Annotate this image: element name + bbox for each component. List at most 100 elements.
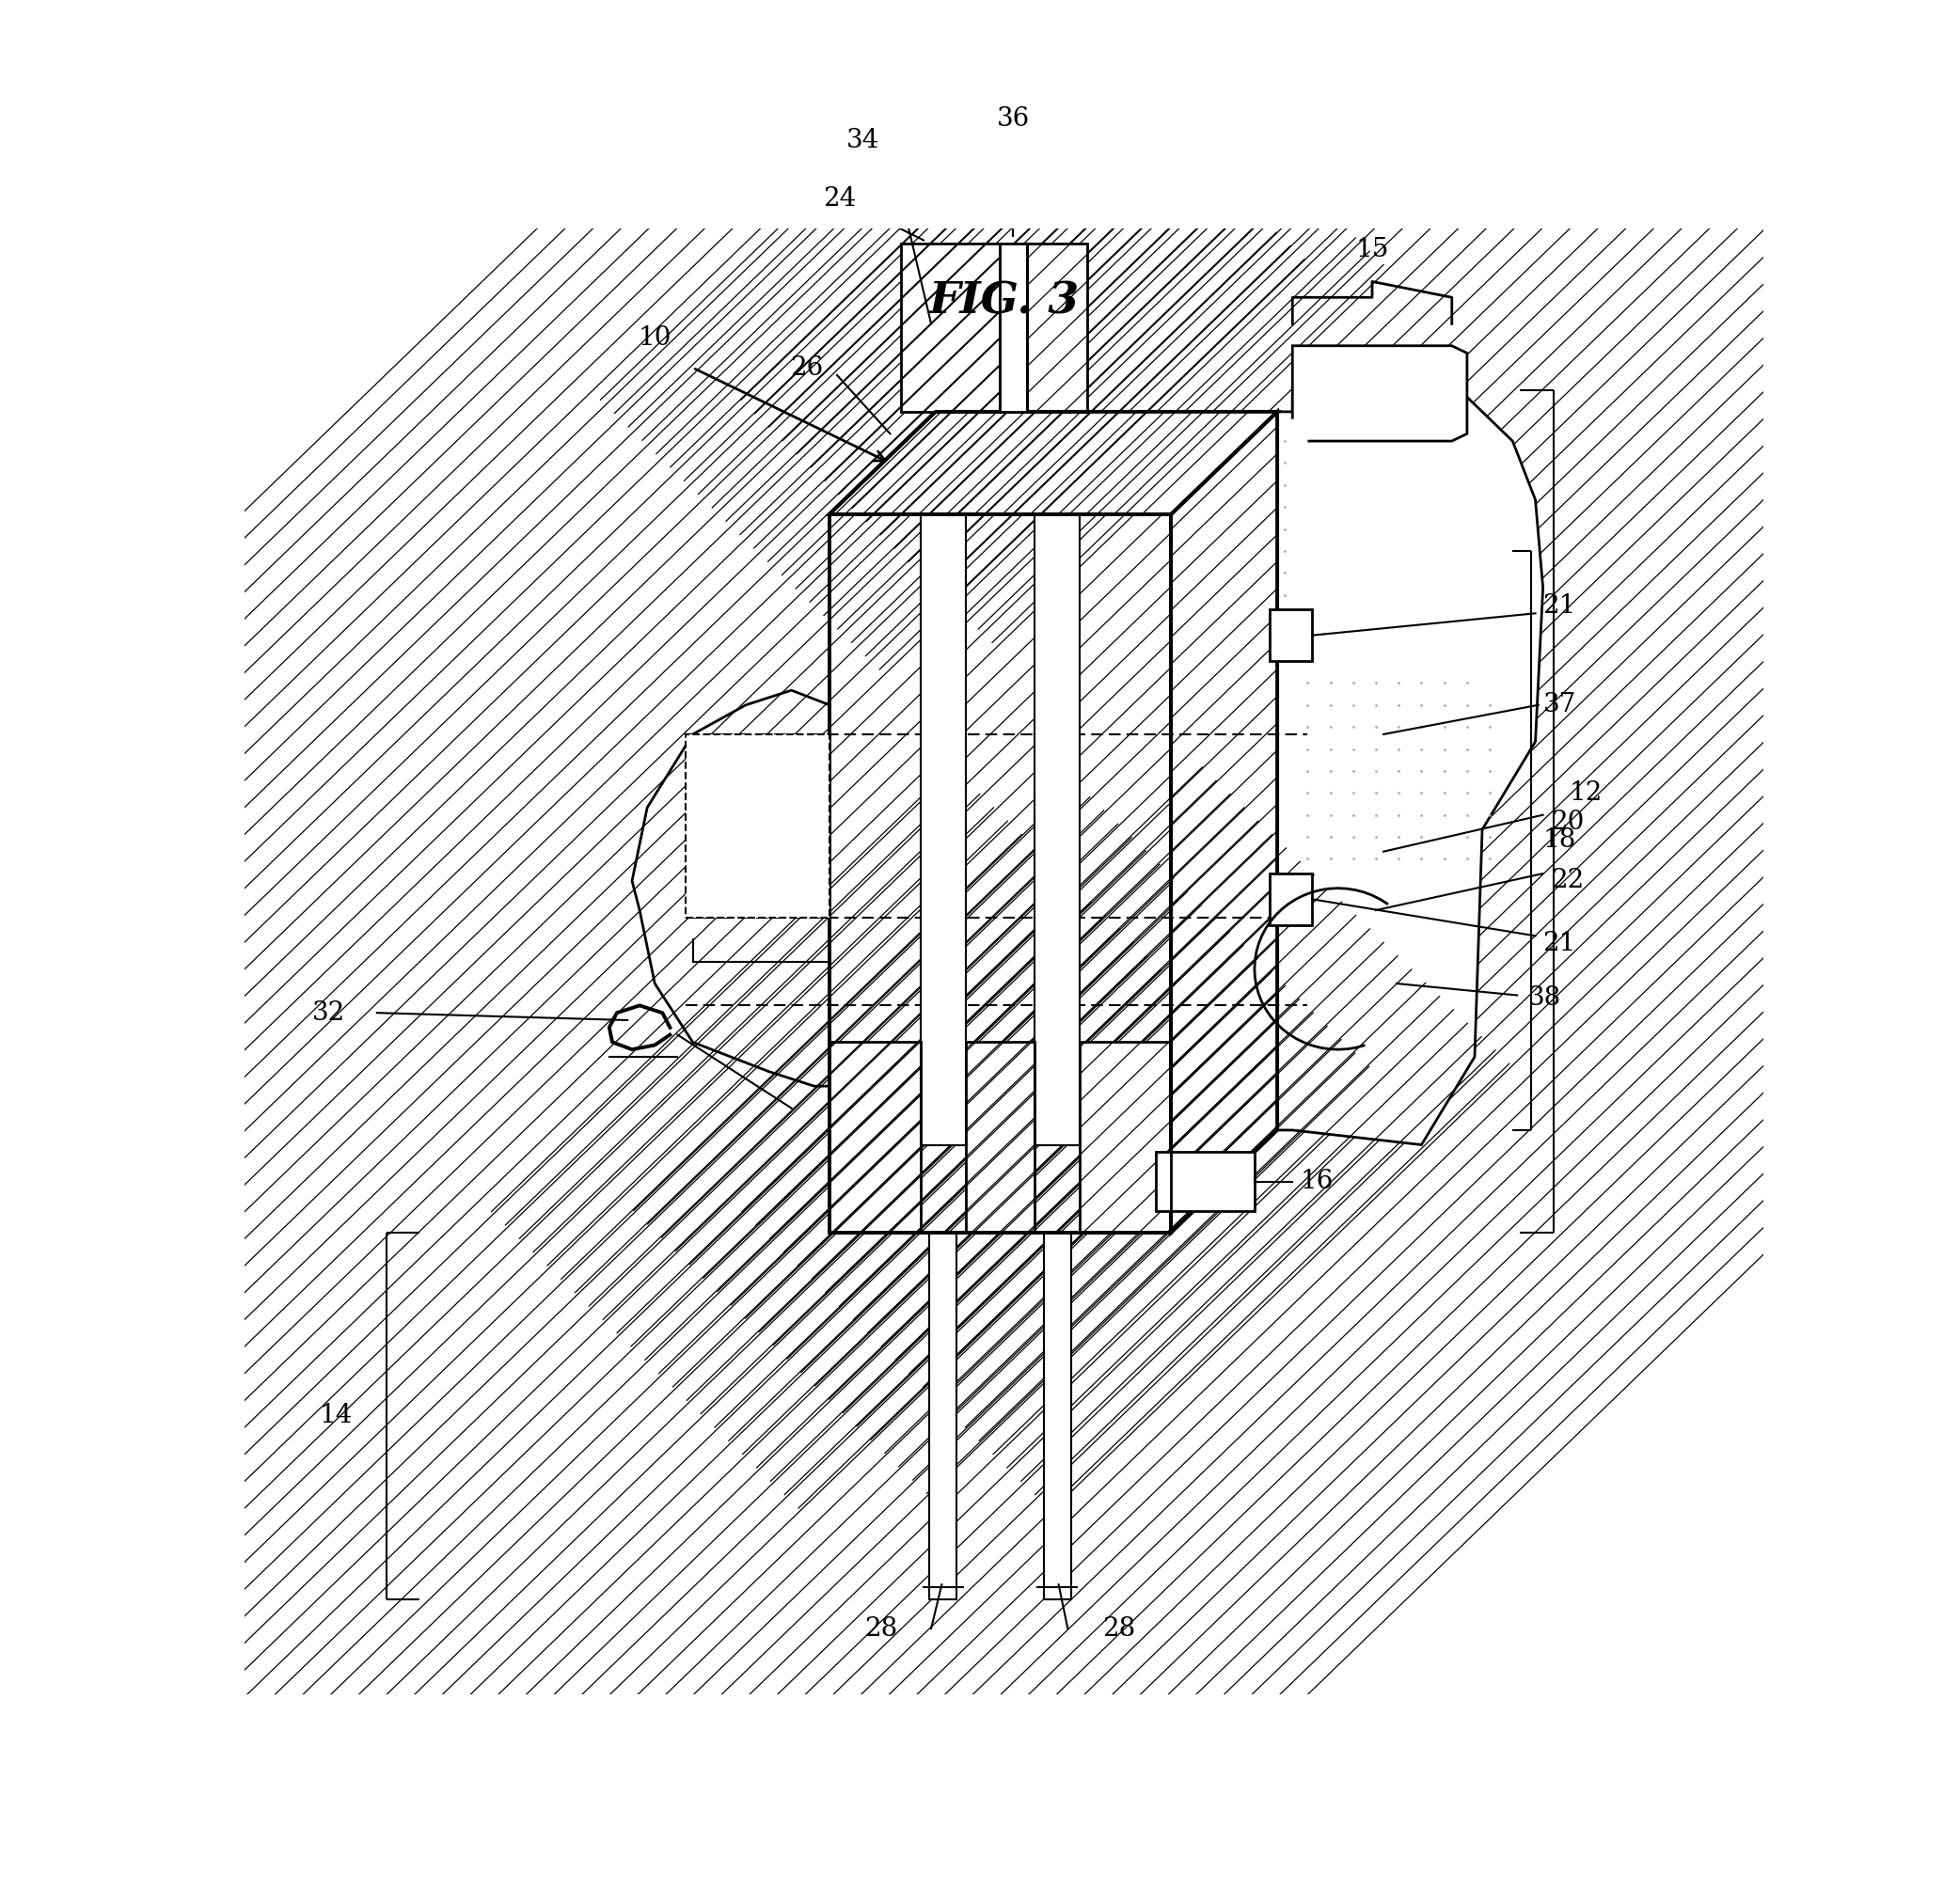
Point: [1452, 733, 1483, 764]
Point: [1407, 800, 1438, 830]
Point: [1338, 843, 1369, 874]
Point: [1293, 689, 1324, 720]
Bar: [1269, 874, 1313, 925]
Point: [1269, 579, 1301, 609]
Point: [1475, 756, 1506, 786]
Point: [1293, 712, 1324, 743]
Point: [1314, 800, 1346, 830]
Point: [1338, 733, 1369, 764]
Point: [1269, 470, 1301, 501]
Point: [1360, 733, 1391, 764]
Bar: [1079, 1041, 1171, 1232]
Point: [1314, 823, 1346, 853]
Point: [1407, 777, 1438, 807]
Point: [1475, 823, 1506, 853]
Bar: [829, 1041, 921, 1232]
Point: [1452, 823, 1483, 853]
Point: [1314, 668, 1346, 699]
Text: 10: 10: [639, 326, 672, 350]
Point: [1338, 689, 1369, 720]
Bar: [901, 244, 999, 411]
Point: [1338, 800, 1369, 830]
Bar: [829, 514, 1171, 1232]
Point: [1269, 491, 1301, 522]
Point: [1293, 668, 1324, 699]
Point: [1360, 668, 1391, 699]
Bar: [1079, 1041, 1171, 1232]
Point: [1475, 800, 1506, 830]
Point: [1407, 823, 1438, 853]
Text: 22: 22: [1550, 868, 1583, 893]
Text: 21: 21: [1544, 594, 1577, 619]
Text: 34: 34: [846, 128, 880, 152]
Point: [1452, 689, 1483, 720]
Bar: [966, 1041, 1034, 1232]
Bar: [1156, 1152, 1254, 1211]
Text: 32: 32: [311, 1000, 345, 1026]
Point: [1383, 843, 1414, 874]
Bar: [966, 1041, 1034, 1232]
Point: [1452, 800, 1483, 830]
Point: [1293, 800, 1324, 830]
Point: [1383, 756, 1414, 786]
Point: [1360, 777, 1391, 807]
Text: 28: 28: [864, 1616, 897, 1641]
Point: [1407, 668, 1438, 699]
Text: 18: 18: [1544, 828, 1577, 853]
Point: [1293, 756, 1324, 786]
Point: [1360, 712, 1391, 743]
Point: [1452, 777, 1483, 807]
Point: [1428, 777, 1459, 807]
Text: 12: 12: [1569, 781, 1602, 805]
Bar: [999, 244, 1027, 411]
Point: [1407, 733, 1438, 764]
Bar: [921, 514, 966, 1144]
Text: 38: 38: [1528, 986, 1561, 1011]
Polygon shape: [1277, 398, 1544, 1144]
Point: [1452, 756, 1483, 786]
Polygon shape: [1171, 411, 1277, 1232]
Point: [1428, 733, 1459, 764]
Point: [1269, 625, 1301, 655]
Point: [1360, 800, 1391, 830]
Bar: [1269, 609, 1313, 661]
Point: [1360, 823, 1391, 853]
Point: [1475, 733, 1506, 764]
Bar: [901, 244, 999, 411]
Point: [1338, 823, 1369, 853]
Bar: [829, 514, 1171, 1232]
Point: [1293, 843, 1324, 874]
Point: [1428, 800, 1459, 830]
Bar: [829, 1041, 921, 1232]
Bar: [1027, 244, 1087, 411]
Bar: [1027, 244, 1087, 411]
Point: [1338, 756, 1369, 786]
Point: [1293, 823, 1324, 853]
Point: [1475, 689, 1506, 720]
Point: [1269, 447, 1301, 478]
Bar: [829, 1041, 921, 1232]
Text: FIG. 3: FIG. 3: [929, 280, 1079, 324]
Point: [1383, 800, 1414, 830]
Polygon shape: [1293, 347, 1467, 442]
Point: [1314, 843, 1346, 874]
Point: [1269, 645, 1301, 676]
Bar: [686, 735, 829, 918]
Point: [1338, 668, 1369, 699]
Point: [1452, 843, 1483, 874]
Point: [1314, 733, 1346, 764]
Point: [1383, 689, 1414, 720]
Point: [1383, 733, 1414, 764]
Point: [1428, 712, 1459, 743]
Text: 26: 26: [789, 354, 823, 381]
Text: 36: 36: [997, 107, 1030, 131]
Text: 15: 15: [1356, 236, 1389, 263]
Point: [1407, 712, 1438, 743]
Text: 24: 24: [823, 187, 856, 211]
Point: [1314, 689, 1346, 720]
Text: 14: 14: [319, 1403, 353, 1428]
Point: [1360, 756, 1391, 786]
Point: [1407, 689, 1438, 720]
Point: [1360, 843, 1391, 874]
Point: [1428, 756, 1459, 786]
